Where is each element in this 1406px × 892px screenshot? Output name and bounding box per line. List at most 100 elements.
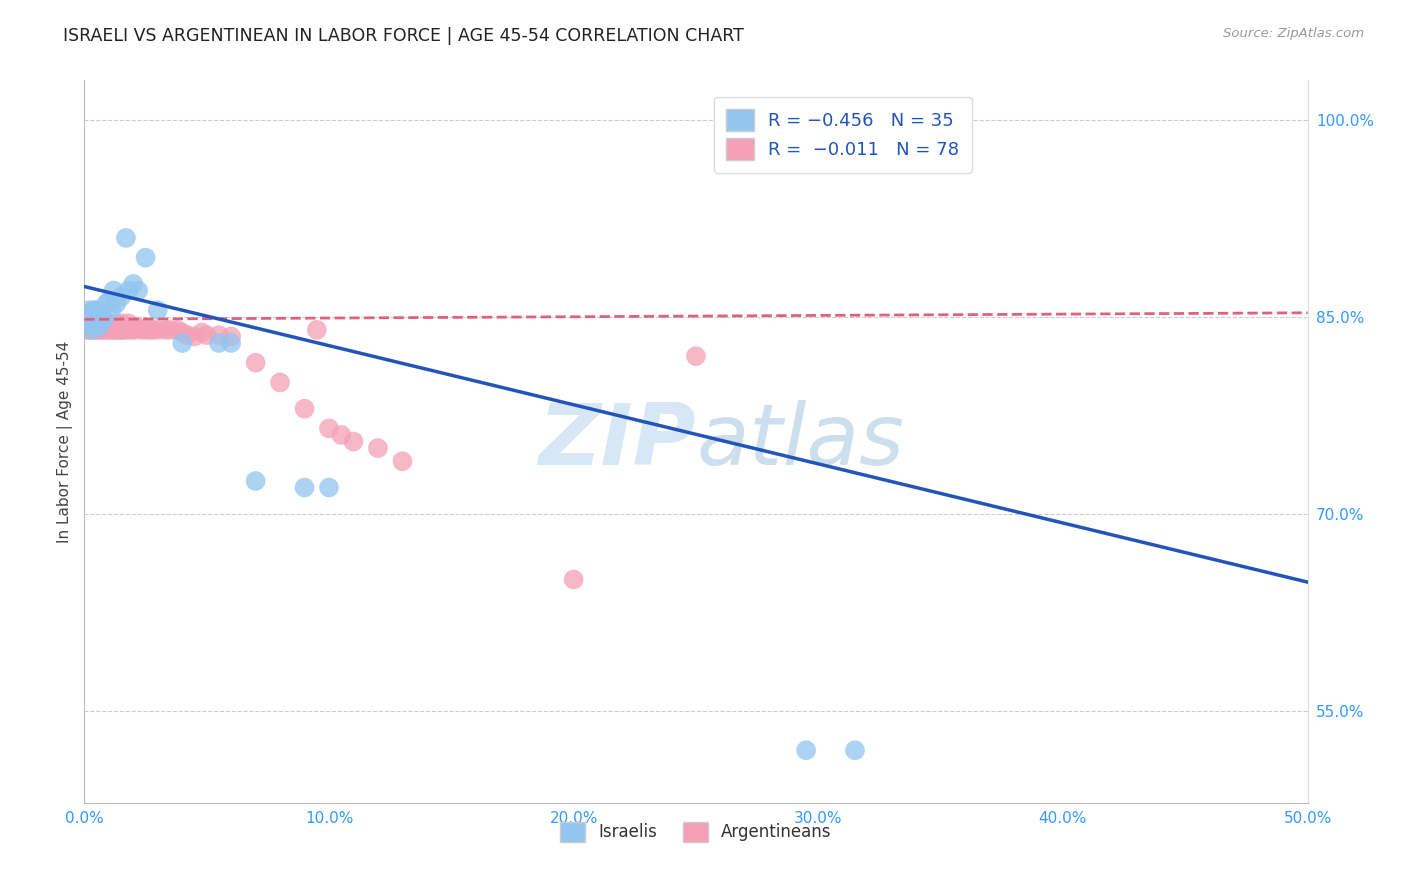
Point (120, 323, 142, 337)
Point (127, 320, 149, 334)
Text: ZIP: ZIP (538, 400, 696, 483)
Point (172, 326, 194, 340)
Point (100, 323, 122, 337)
Point (245, 356, 267, 370)
Point (195, 328, 218, 343)
Point (208, 336, 231, 351)
Point (93, 323, 115, 337)
Point (330, 428, 353, 442)
Point (112, 323, 135, 337)
Point (110, 323, 132, 337)
Point (146, 303, 169, 318)
Point (76, 314, 98, 328)
Point (76, 310, 98, 324)
Point (77, 323, 100, 337)
Point (77, 312, 100, 326)
Point (76, 307, 98, 321)
Point (367, 441, 389, 455)
Point (103, 284, 125, 298)
Point (219, 336, 242, 351)
Point (96, 318, 118, 332)
Point (159, 323, 181, 337)
Point (90, 323, 112, 337)
Point (142, 323, 165, 337)
Point (166, 323, 188, 337)
Point (87, 307, 110, 321)
Point (208, 328, 231, 343)
Point (105, 323, 128, 337)
Point (103, 318, 125, 332)
Point (122, 277, 145, 291)
Point (127, 284, 149, 298)
Point (105, 296, 128, 310)
Point (318, 421, 340, 435)
Point (80, 312, 103, 326)
Point (294, 401, 316, 416)
Point (80, 323, 103, 337)
Point (117, 316, 139, 330)
Point (219, 329, 242, 343)
Point (76, 318, 98, 333)
Point (76, 316, 98, 330)
Point (97, 318, 120, 332)
Point (96, 323, 118, 337)
Point (844, 743, 866, 757)
Point (115, 231, 138, 245)
Point (80, 323, 103, 337)
Point (100, 303, 122, 318)
Point (77, 316, 100, 330)
Point (139, 323, 162, 337)
Point (97, 293, 120, 308)
Point (76, 316, 98, 330)
Point (107, 323, 129, 337)
Point (86, 303, 108, 318)
Point (87, 318, 110, 332)
Point (76, 323, 98, 337)
Point (77, 307, 100, 321)
Text: ISRAELI VS ARGENTINEAN IN LABOR FORCE | AGE 45-54 CORRELATION CHART: ISRAELI VS ARGENTINEAN IN LABOR FORCE | … (63, 27, 744, 45)
Point (100, 318, 122, 332)
Point (83, 316, 105, 330)
Point (191, 326, 214, 340)
Point (87, 312, 110, 326)
Point (110, 316, 132, 330)
Point (90, 318, 112, 333)
Point (110, 290, 132, 304)
Point (103, 323, 125, 337)
Point (80, 318, 103, 333)
Point (245, 474, 267, 488)
Point (83, 318, 105, 332)
Point (83, 314, 105, 328)
Point (86, 316, 108, 330)
Point (83, 323, 105, 337)
Point (942, 112, 965, 127)
Point (269, 376, 291, 390)
Point (135, 323, 157, 337)
Point (86, 310, 108, 324)
Point (153, 323, 176, 337)
Point (135, 251, 157, 265)
Point (77, 318, 100, 332)
Point (90, 314, 112, 328)
Point (562, 573, 585, 587)
Point (90, 312, 112, 326)
Point (794, 743, 817, 757)
Point (77, 320, 100, 334)
Point (117, 284, 139, 298)
Legend: Israelis, Argentineans: Israelis, Argentineans (554, 815, 838, 848)
Point (122, 323, 145, 337)
Point (80, 316, 103, 330)
Point (97, 323, 120, 337)
Point (80, 312, 103, 326)
Point (129, 323, 152, 337)
Point (76, 310, 98, 324)
Point (93, 318, 115, 332)
Point (685, 349, 707, 363)
Point (342, 434, 364, 449)
Point (305, 323, 328, 337)
Text: Source: ZipAtlas.com: Source: ZipAtlas.com (1223, 27, 1364, 40)
Point (96, 296, 118, 310)
Point (115, 323, 138, 337)
Point (172, 336, 194, 351)
Point (80, 309, 103, 323)
